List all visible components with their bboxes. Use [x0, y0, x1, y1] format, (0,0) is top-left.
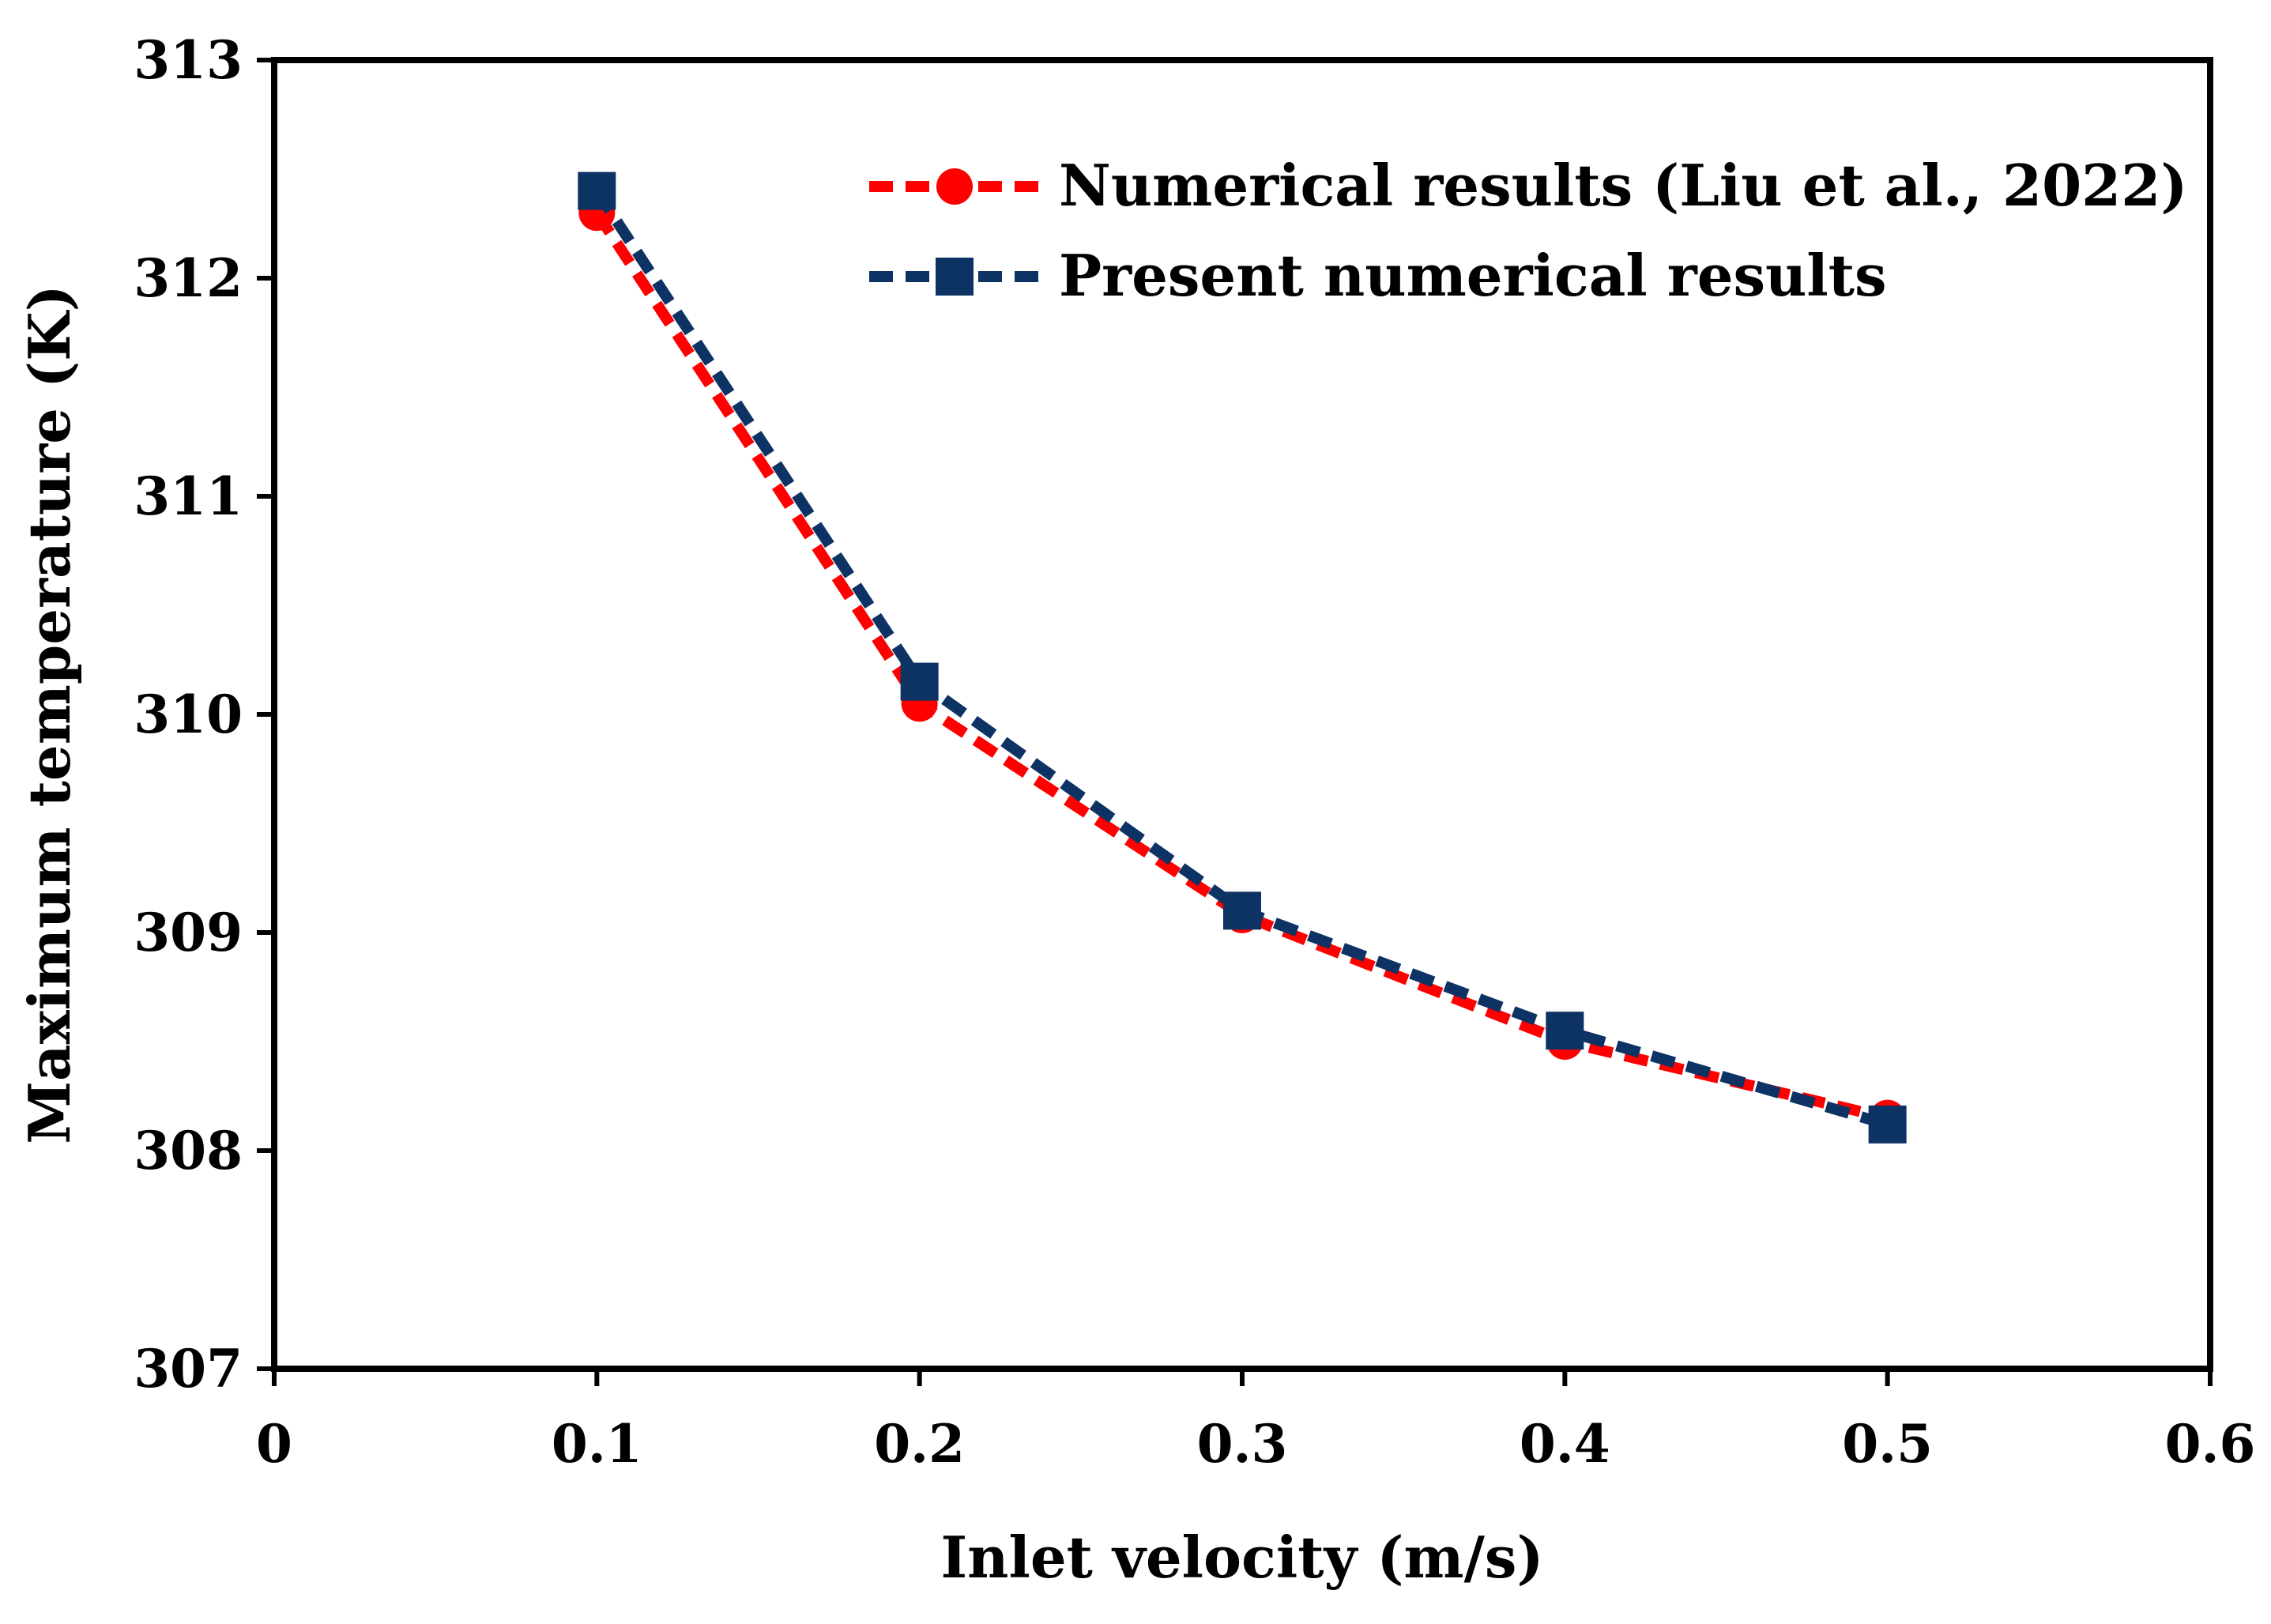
legend-label-present: Present numerical results	[1059, 242, 1887, 309]
y-tick-label: 310	[134, 684, 243, 745]
series-line-present	[592, 187, 1889, 1130]
x-axis-ticks: 0 0.1 0.2 0.3 0.4 0.5 0.6	[256, 1369, 2255, 1475]
y-axis-title: Maximum temperature (K)	[16, 284, 83, 1144]
x-tick-label: 0.4	[1520, 1413, 1610, 1475]
y-tick-label: 308	[134, 1120, 243, 1181]
legend-entry-liu: Numerical results (Liu et al., 2022)	[869, 152, 2187, 219]
y-tick-label: 313	[134, 29, 243, 91]
legend-entry-present: Present numerical results	[869, 242, 1887, 309]
data-point-square	[1868, 1105, 1907, 1144]
data-point-square	[1546, 1012, 1584, 1050]
y-tick-label: 312	[134, 247, 243, 309]
x-tick-label: 0.6	[2165, 1413, 2256, 1475]
y-tick-label: 311	[134, 465, 243, 527]
series-layer	[578, 171, 1907, 1144]
y-axis-ticks: 307 308 309 310 311 312 313	[134, 29, 274, 1400]
legend-label-liu: Numerical results (Liu et al., 2022)	[1059, 152, 2187, 219]
legend-marker-circle	[936, 168, 973, 205]
data-point-square	[578, 171, 616, 210]
legend-marker-square	[936, 258, 974, 296]
x-tick-label: 0.2	[874, 1413, 965, 1475]
x-tick-label: 0.5	[1842, 1413, 1933, 1475]
x-axis-title: Inlet velocity (m/s)	[940, 1524, 1543, 1591]
y-tick-label: 307	[134, 1338, 243, 1400]
data-point-square	[900, 662, 939, 701]
x-tick-label: 0	[256, 1413, 292, 1475]
y-tick-label: 309	[134, 902, 243, 963]
legend: Numerical results (Liu et al., 2022) Pre…	[869, 152, 2187, 309]
x-tick-label: 0.1	[552, 1413, 642, 1475]
series-line-liu	[592, 209, 1889, 1124]
x-tick-label: 0.3	[1197, 1413, 1288, 1475]
data-point-square	[1223, 891, 1261, 930]
